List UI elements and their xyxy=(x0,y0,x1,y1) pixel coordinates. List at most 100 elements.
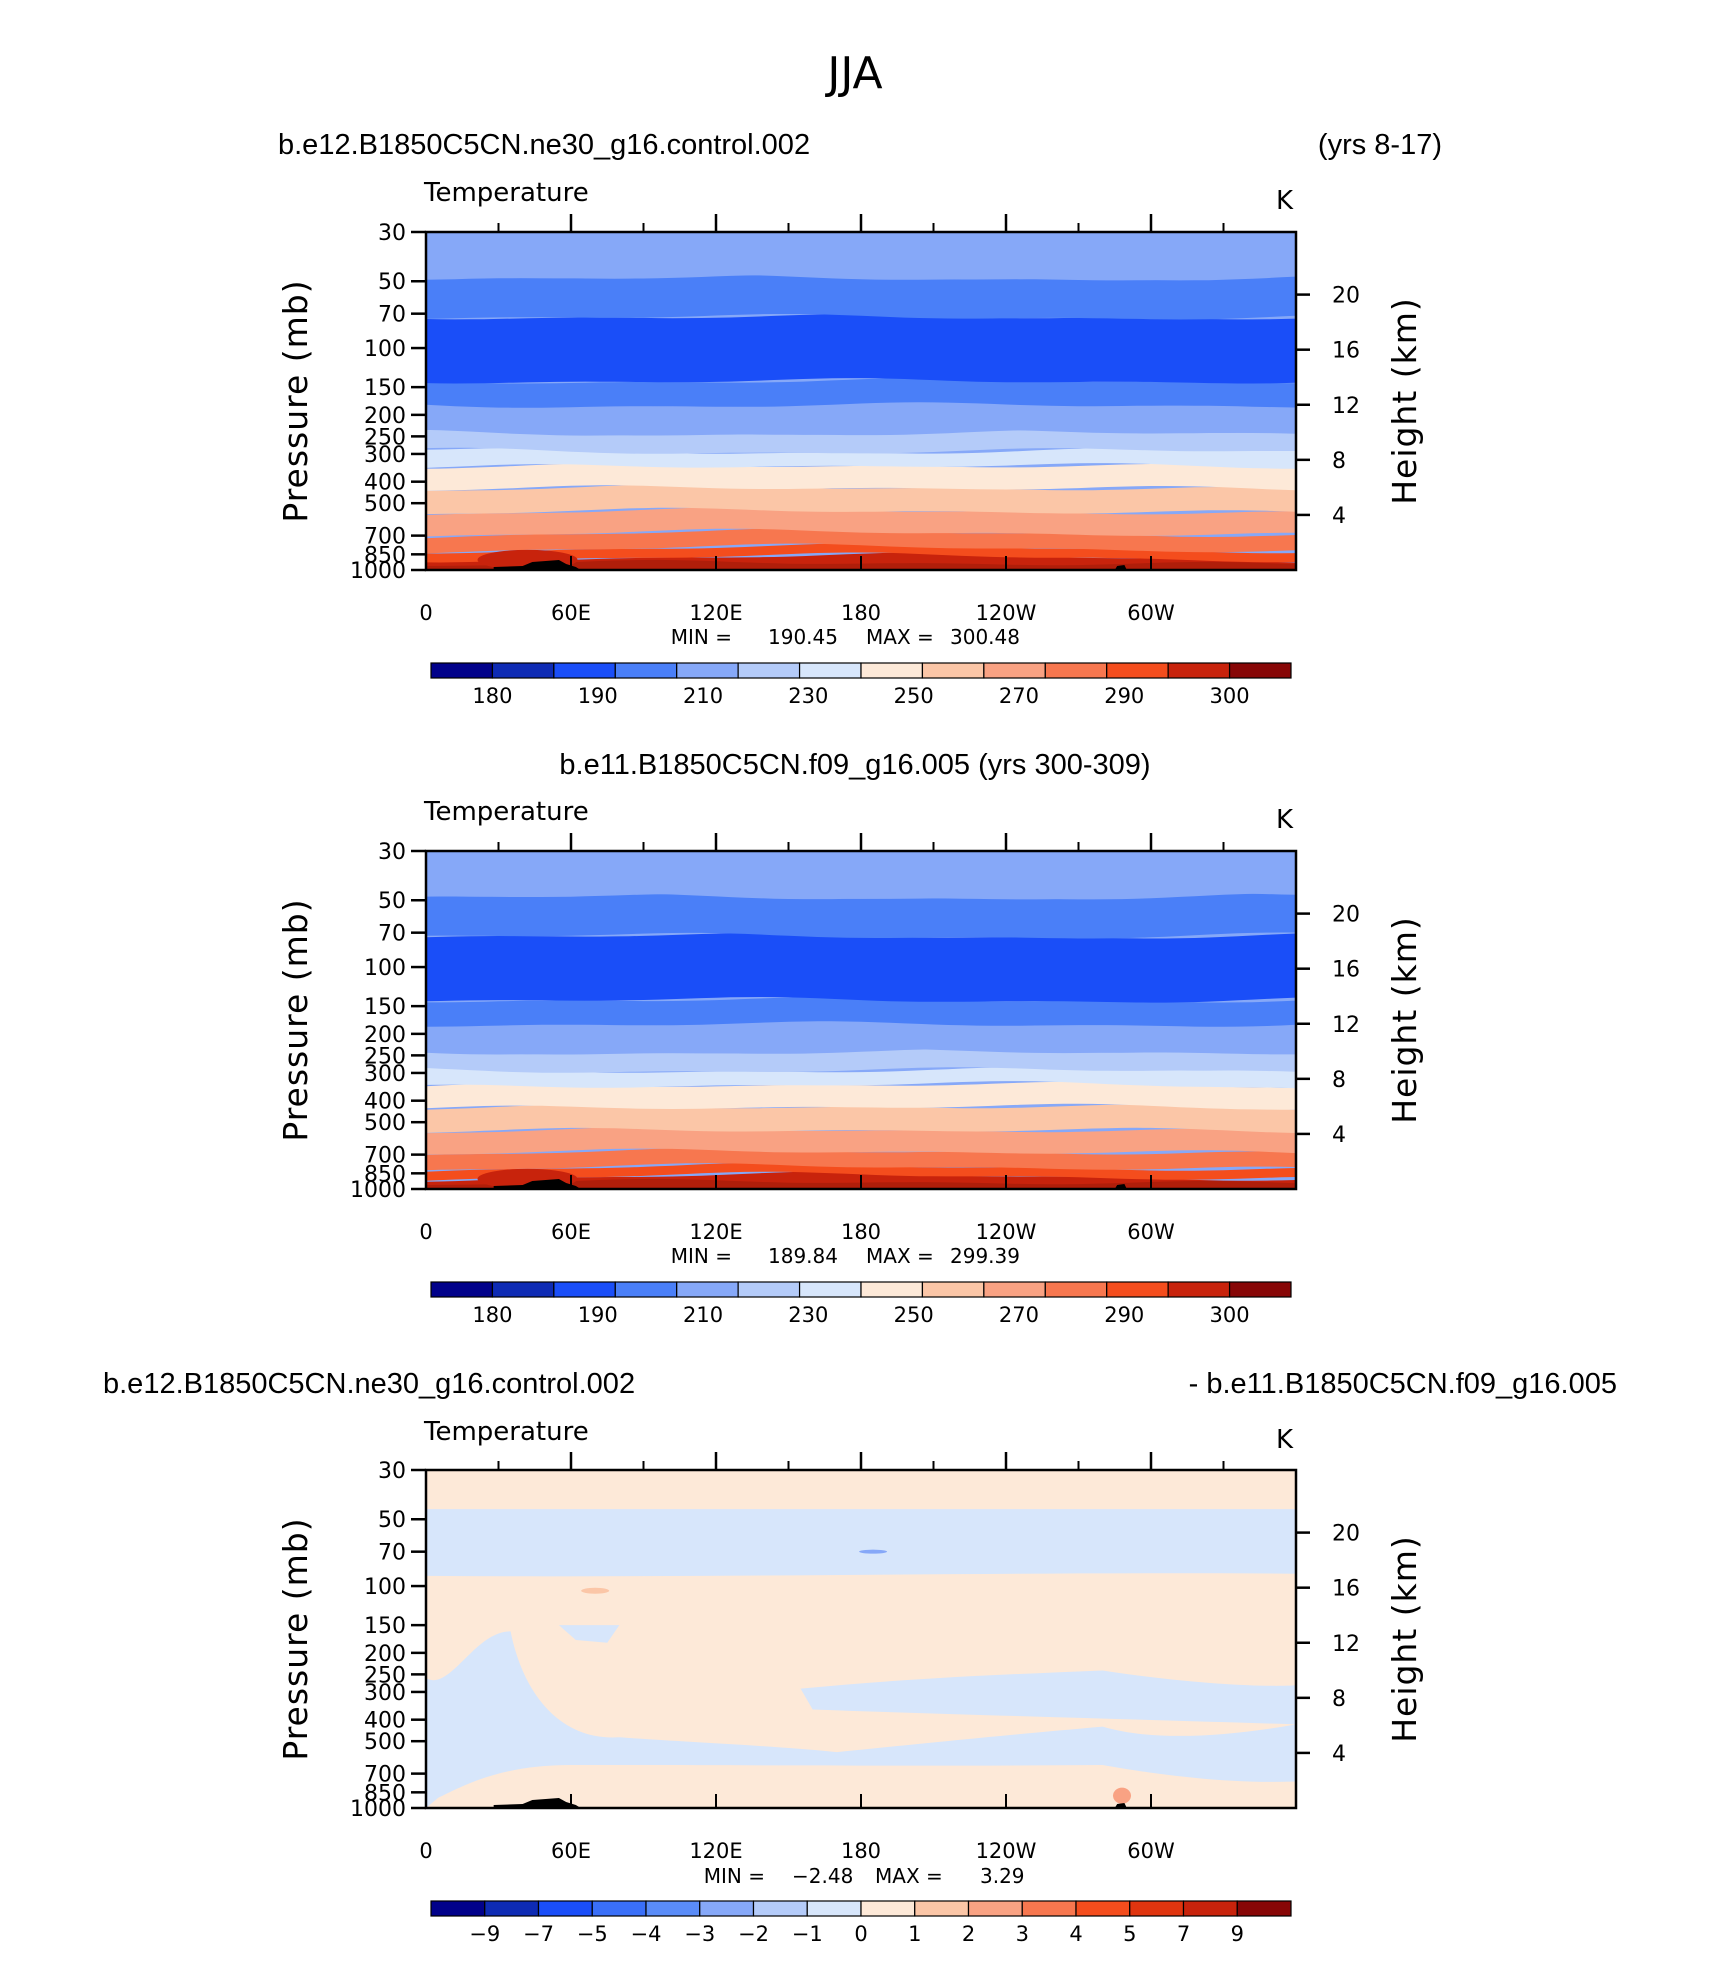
pressure-tick-label: 70 xyxy=(378,1541,406,1566)
colorbar-swatch xyxy=(921,1281,985,1298)
panel-3-min-label: MIN = xyxy=(704,1864,765,1888)
panel-2-max-label: MAX = xyxy=(866,1244,934,1268)
x-tick-label: 120E xyxy=(689,1839,742,1863)
colorbar-swatch xyxy=(1228,662,1292,679)
panel-1: b.e12.B1850C5CN.ne30_g16.control.002 (yr… xyxy=(276,129,1442,708)
x-tick-label: 0 xyxy=(419,1220,432,1244)
colorbar-tick-label: 190 xyxy=(578,1303,618,1327)
panel-1-units: K xyxy=(1276,186,1294,216)
colorbar-tick-label: −4 xyxy=(631,1922,662,1946)
pressure-tick-label: 300 xyxy=(364,1062,406,1087)
pressure-tick-label: 30 xyxy=(378,840,406,865)
pressure-tick-label: 400 xyxy=(364,1709,406,1734)
pressure-tick-label: 1000 xyxy=(350,559,406,584)
x-tick-label: 120W xyxy=(976,1220,1037,1244)
colorbar-swatch xyxy=(860,1281,924,1298)
colorbar-tick-label: 230 xyxy=(788,1303,828,1327)
panel-1-subtitle: Temperature xyxy=(423,178,589,208)
height-tick-label: 4 xyxy=(1332,1742,1346,1767)
contour-band xyxy=(426,402,1296,436)
contour-band xyxy=(426,507,1296,537)
colorbar-tick-label: 300 xyxy=(1210,684,1250,708)
contour-band-positive xyxy=(581,1587,610,1594)
colorbar-swatch xyxy=(614,662,678,679)
pressure-tick-label: 30 xyxy=(378,1459,406,1484)
pressure-tick-label: 150 xyxy=(364,376,406,401)
contour-fill xyxy=(426,1470,1296,1808)
colorbar-swatch xyxy=(860,1900,916,1917)
colorbar-swatch xyxy=(591,1900,647,1917)
colorbar-swatch xyxy=(676,662,739,679)
pressure-tick-label: 850 xyxy=(364,1781,406,1806)
colorbar-swatch xyxy=(430,662,494,679)
colorbar-swatch xyxy=(798,1281,862,1298)
pressure-tick-label: 30 xyxy=(378,221,406,246)
height-tick-label: 4 xyxy=(1332,1123,1346,1148)
x-tick-label: 120W xyxy=(976,1839,1037,1863)
x-tick-label: 0 xyxy=(419,601,432,625)
pressure-tick-label: 50 xyxy=(378,889,406,914)
page-title: JJA xyxy=(824,48,882,99)
colorbar-tick-label: 250 xyxy=(894,1303,934,1327)
contour-band xyxy=(426,378,1296,408)
panel-2-min-value: 189.84 xyxy=(768,1244,838,1268)
panel-2-min-label: MIN = xyxy=(671,1244,732,1268)
pressure-tick-label: 1000 xyxy=(350,1797,406,1822)
colorbar-tick-label: 230 xyxy=(788,684,828,708)
colorbar-swatch xyxy=(921,662,985,679)
colorbar-tick-label: 270 xyxy=(999,684,1039,708)
y-axis-label-pressure: Pressure (mb) xyxy=(276,279,315,522)
pressure-tick-label: 70 xyxy=(378,922,406,947)
panel-3: b.e12.B1850C5CN.ne30_g16.control.002 - b… xyxy=(103,1368,1617,1946)
panel-1-max-value: 300.48 xyxy=(950,625,1020,649)
colorbar-tick-label: 9 xyxy=(1231,1922,1244,1946)
panel-2-units: K xyxy=(1276,805,1294,835)
contour-band xyxy=(426,1049,1296,1073)
colorbar-tick-label: 190 xyxy=(578,684,618,708)
contour-band xyxy=(426,893,1296,939)
colorbar-swatch xyxy=(553,1281,616,1298)
colorbar-swatch xyxy=(1044,662,1108,679)
panel-1-max-label: MAX = xyxy=(866,625,934,649)
colorbar-swatch xyxy=(1021,1900,1077,1917)
height-tick-label: 20 xyxy=(1332,903,1360,928)
colorbar-swatch xyxy=(1106,1281,1169,1298)
colorbar-swatch xyxy=(983,662,1046,679)
x-tick-label: 60E xyxy=(551,1839,591,1863)
x-tick-label: 120E xyxy=(689,601,742,625)
height-tick-label: 12 xyxy=(1332,1632,1360,1657)
panel-2-subtitle: Temperature xyxy=(423,797,589,827)
colorbar-swatch xyxy=(676,1281,739,1298)
colorbar-tick-label: 180 xyxy=(472,684,512,708)
panel-3-title-left: b.e12.B1850C5CN.ne30_g16.control.002 xyxy=(103,1368,635,1400)
x-tick-label: 0 xyxy=(419,1839,432,1863)
colorbar-tick-label: 2 xyxy=(962,1922,975,1946)
contour-band-positive xyxy=(1113,1787,1131,1804)
contour-band xyxy=(426,1021,1296,1055)
height-tick-label: 16 xyxy=(1332,958,1360,983)
colorbar-swatch xyxy=(553,662,616,679)
contour-band xyxy=(426,1162,1296,1181)
x-tick-label: 60E xyxy=(551,601,591,625)
colorbar-swatch xyxy=(1106,662,1169,679)
panel-3-min-value: −2.48 xyxy=(792,1864,853,1888)
pressure-tick-label: 700 xyxy=(364,1144,406,1169)
colorbar-tick-label: −7 xyxy=(523,1922,554,1946)
x-tick-label: 60W xyxy=(1127,1220,1175,1244)
y-axis-label-height: Height (km) xyxy=(1385,297,1424,505)
contour-band xyxy=(426,314,1296,384)
height-tick-label: 20 xyxy=(1332,1522,1360,1547)
panel-1-min-value: 190.45 xyxy=(768,625,838,649)
pressure-tick-label: 850 xyxy=(364,1162,406,1187)
colorbar-swatch xyxy=(806,1900,862,1917)
contour-band-negative xyxy=(426,1631,1296,1808)
colorbar-tick-label: −3 xyxy=(684,1922,715,1946)
colorbar-swatch xyxy=(737,662,801,679)
colorbar-swatch xyxy=(430,1900,486,1917)
colorbar-swatch xyxy=(430,1281,494,1298)
panel-2-max-value: 299.39 xyxy=(950,1244,1020,1268)
pressure-tick-label: 100 xyxy=(364,956,406,981)
colorbar-tick-label: 290 xyxy=(1104,1303,1144,1327)
